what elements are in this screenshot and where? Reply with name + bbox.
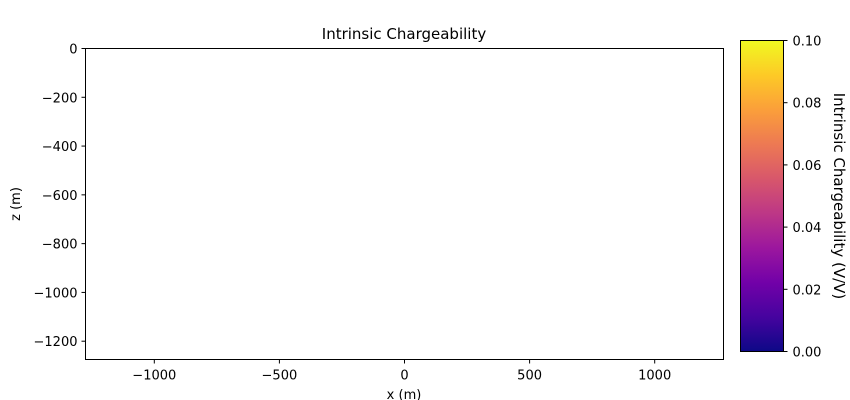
x-tick-label: −500 bbox=[262, 369, 298, 384]
x-tick-label: −1000 bbox=[132, 369, 176, 384]
x-tick-label: 500 bbox=[517, 369, 542, 384]
y-tick-label: −600 bbox=[42, 189, 78, 204]
x-tick-label: 0 bbox=[400, 369, 408, 384]
x-axis-label: x (m) bbox=[387, 388, 422, 400]
colorbar-label: Intrinsic Chargeability (V/V) bbox=[830, 93, 848, 300]
colorbar-tick-label: 0.02 bbox=[793, 283, 822, 298]
chart-title: Intrinsic Chargeability bbox=[322, 25, 487, 43]
y-tick-label: −1000 bbox=[34, 286, 78, 301]
colorbar-tick-label: 0.00 bbox=[793, 346, 822, 361]
x-axis: −1000 −500 0 500 1000 bbox=[132, 359, 671, 384]
y-tick-label: −400 bbox=[42, 140, 78, 155]
y-axis-label: z (m) bbox=[9, 187, 24, 221]
colorbar-tick-label: 0.04 bbox=[793, 221, 822, 236]
y-tick-label: −1200 bbox=[34, 335, 78, 350]
y-tick-label: −800 bbox=[42, 238, 78, 253]
y-tick-label: −200 bbox=[42, 91, 78, 106]
y-axis: 0 −200 −400 −600 −800 −1000 −1200 bbox=[34, 43, 86, 350]
y-tick-label: 0 bbox=[69, 43, 77, 58]
colorbar-axis: 0.00 0.02 0.04 0.06 0.08 0.10 bbox=[783, 35, 822, 361]
colorbar-tick-label: 0.10 bbox=[793, 35, 822, 50]
colorbar-tick-label: 0.06 bbox=[793, 159, 822, 174]
plot-area bbox=[85, 48, 724, 360]
colorbar-tick-label: 0.08 bbox=[793, 97, 822, 112]
colorbar bbox=[740, 40, 784, 352]
x-tick-label: 1000 bbox=[638, 369, 671, 384]
